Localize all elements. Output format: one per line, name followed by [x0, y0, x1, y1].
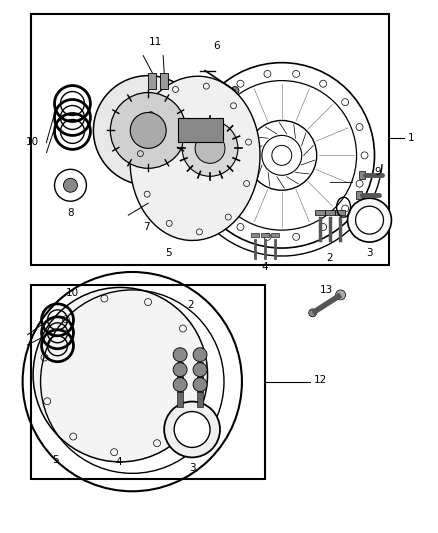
Polygon shape — [197, 377, 203, 392]
Circle shape — [193, 378, 207, 392]
Circle shape — [193, 348, 207, 362]
Circle shape — [264, 233, 271, 240]
Circle shape — [215, 99, 222, 106]
Circle shape — [342, 205, 349, 212]
Ellipse shape — [130, 76, 260, 240]
Polygon shape — [177, 362, 183, 377]
Circle shape — [182, 120, 238, 176]
Circle shape — [320, 223, 327, 230]
Circle shape — [201, 180, 208, 187]
Text: 1: 1 — [407, 133, 414, 143]
Circle shape — [173, 378, 187, 392]
Text: 12: 12 — [314, 375, 327, 385]
Circle shape — [231, 86, 239, 94]
Text: 5: 5 — [165, 248, 171, 258]
Polygon shape — [251, 233, 259, 237]
Polygon shape — [144, 182, 152, 200]
Circle shape — [130, 112, 166, 148]
Polygon shape — [148, 72, 156, 88]
Text: 6: 6 — [214, 41, 220, 51]
Text: 10: 10 — [25, 138, 39, 148]
Polygon shape — [359, 171, 364, 179]
Polygon shape — [335, 210, 345, 215]
Polygon shape — [356, 191, 361, 199]
Circle shape — [193, 362, 207, 377]
Circle shape — [174, 411, 210, 447]
Circle shape — [293, 70, 300, 77]
Circle shape — [361, 152, 368, 159]
Text: 11: 11 — [148, 37, 162, 47]
Circle shape — [237, 80, 244, 87]
Circle shape — [348, 198, 392, 242]
Circle shape — [54, 169, 86, 201]
Polygon shape — [261, 233, 269, 237]
Circle shape — [237, 223, 244, 230]
Circle shape — [64, 178, 78, 192]
Bar — [31, 14, 389, 265]
Polygon shape — [197, 362, 203, 377]
Circle shape — [309, 309, 317, 317]
Circle shape — [336, 290, 346, 300]
Text: 3: 3 — [366, 248, 373, 258]
Text: 2: 2 — [187, 300, 194, 310]
Text: 8: 8 — [67, 208, 74, 218]
Polygon shape — [178, 118, 223, 142]
Ellipse shape — [33, 287, 208, 462]
Circle shape — [320, 80, 327, 87]
Text: 3: 3 — [189, 463, 195, 473]
Polygon shape — [197, 392, 203, 407]
Circle shape — [264, 70, 271, 77]
Polygon shape — [314, 210, 325, 215]
Circle shape — [173, 348, 187, 362]
Text: 10: 10 — [66, 288, 78, 298]
Text: 9: 9 — [374, 167, 381, 177]
Bar — [31, 285, 265, 479]
Circle shape — [173, 362, 187, 377]
Text: 7: 7 — [143, 222, 149, 232]
Circle shape — [93, 76, 203, 185]
Circle shape — [110, 93, 186, 168]
Text: 4: 4 — [261, 262, 268, 272]
Circle shape — [164, 401, 220, 457]
Circle shape — [342, 99, 349, 106]
Text: 5: 5 — [52, 455, 59, 465]
Polygon shape — [177, 377, 183, 392]
Circle shape — [356, 180, 363, 187]
Circle shape — [195, 133, 225, 163]
Circle shape — [196, 152, 202, 159]
Polygon shape — [271, 233, 279, 237]
Text: 2: 2 — [326, 253, 333, 263]
Circle shape — [356, 124, 363, 131]
Text: 4: 4 — [115, 457, 122, 467]
Polygon shape — [160, 72, 168, 88]
Text: 13: 13 — [320, 285, 333, 295]
Circle shape — [293, 233, 300, 240]
Circle shape — [201, 124, 208, 131]
Polygon shape — [177, 392, 183, 407]
Circle shape — [215, 205, 222, 212]
Circle shape — [356, 206, 384, 234]
Polygon shape — [325, 210, 335, 215]
